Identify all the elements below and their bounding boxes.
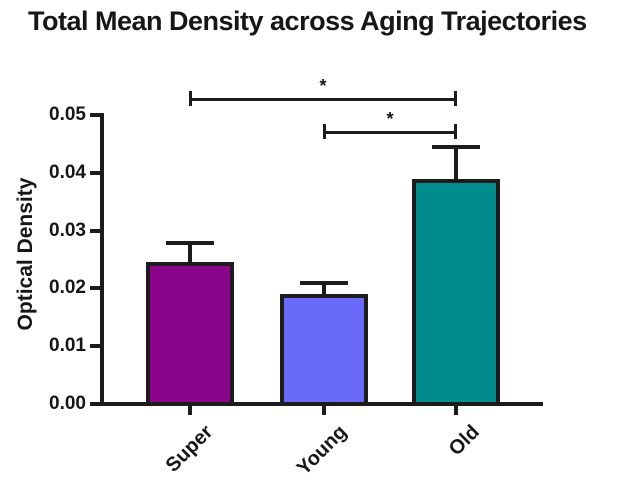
y-axis-tick <box>90 171 100 175</box>
y-axis-tick <box>90 344 100 348</box>
error-bar-cap-super <box>166 241 214 245</box>
x-category-label: Young <box>293 421 352 480</box>
bracket-end-tick <box>454 91 457 106</box>
x-axis-tick <box>322 406 326 415</box>
significance-bracket <box>190 98 456 101</box>
bar-super <box>146 262 234 406</box>
y-tick-label: 0.00 <box>49 393 86 414</box>
x-axis-tick <box>454 406 458 415</box>
bracket-end-tick <box>189 91 192 106</box>
x-axis-tick <box>188 406 192 415</box>
y-tick-label: 0.03 <box>49 220 86 241</box>
y-axis-line <box>100 113 104 406</box>
y-axis-tick <box>90 402 100 406</box>
chart-title: Total Mean Density across Aging Trajecto… <box>28 6 587 36</box>
y-axis-tick <box>90 229 100 233</box>
y-tick-label: 0.05 <box>49 104 86 125</box>
error-bar-cap-old <box>432 145 480 149</box>
significance-bracket <box>324 131 456 134</box>
x-category-label: Super <box>161 421 218 477</box>
bracket-end-tick <box>454 124 457 139</box>
y-tick-label: 0.01 <box>49 335 86 356</box>
y-axis-tick <box>90 286 100 290</box>
error-bar-cap-young <box>300 281 348 285</box>
y-tick-label: 0.04 <box>49 162 86 183</box>
error-bar-line-old <box>454 147 458 181</box>
bar-old <box>412 179 500 406</box>
bracket-end-tick <box>323 124 326 139</box>
error-bar-line-super <box>188 243 192 264</box>
y-tick-label: 0.02 <box>49 277 86 298</box>
x-category-label: Old <box>444 421 484 461</box>
bar-young <box>280 294 368 406</box>
significance-asterisk: * <box>386 109 394 129</box>
significance-asterisk: * <box>319 76 327 96</box>
error-bar-line-young <box>322 283 326 296</box>
y-axis-tick <box>90 113 100 117</box>
